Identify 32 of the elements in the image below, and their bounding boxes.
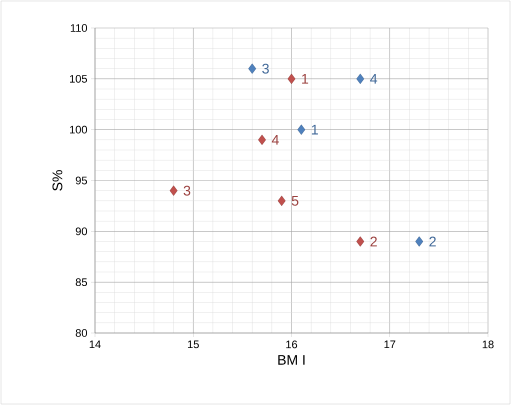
annotation: 1 — [312, 124, 318, 134]
annotation: 4 — [272, 135, 279, 145]
point — [415, 236, 424, 247]
y-axis-title: S% — [52, 170, 62, 191]
y-tick-label: 90 — [76, 227, 88, 236]
annotation: 4 — [370, 74, 378, 84]
point — [356, 236, 364, 247]
point — [248, 63, 256, 74]
point — [356, 74, 364, 84]
annotation: 3 — [262, 64, 269, 74]
point — [288, 74, 296, 84]
x-tick-label: 14 — [90, 340, 101, 348]
point — [170, 185, 178, 196]
x-tick-label: 17 — [384, 340, 396, 348]
y-tick-label: 100 — [70, 126, 88, 134]
annotation: 3 — [184, 186, 190, 196]
x-tick-label: 16 — [286, 340, 298, 348]
annotation: 1 — [302, 74, 308, 84]
annotation: 5 — [292, 196, 298, 206]
y-tick-label: 105 — [70, 74, 88, 83]
y-tick-label: 95 — [76, 176, 88, 184]
x-axis-title: BM I — [278, 355, 305, 365]
x-tick-label: 18 — [482, 340, 494, 348]
point — [278, 196, 286, 206]
y-tick-label: 85 — [76, 278, 88, 286]
point — [258, 134, 266, 146]
point — [297, 124, 306, 135]
annotation: 2 — [429, 236, 436, 246]
y-tick-label: 110 — [70, 24, 88, 32]
annotation: 2 — [370, 236, 377, 246]
y-tick-label: 80 — [76, 329, 88, 337]
x-tick-label: 15 — [188, 340, 199, 348]
